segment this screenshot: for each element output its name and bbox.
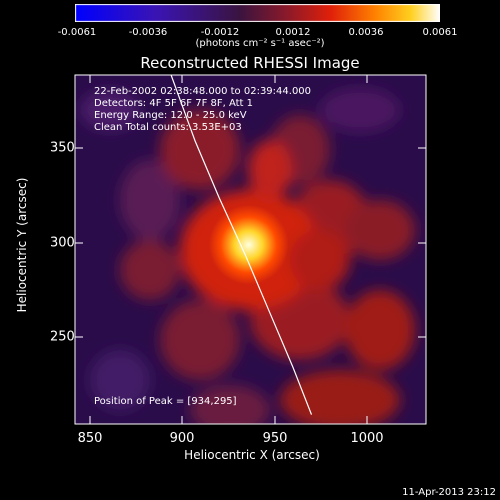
colorbar-tick: -0.0012: [200, 27, 240, 38]
colorbar-tick: -0.0036: [128, 27, 168, 38]
chart-title: Reconstructed RHESSI Image: [140, 54, 360, 72]
colorbar-tick: -0.0061: [57, 27, 97, 38]
info-detectors: Detectors: 4F 5F 6F 7F 8F, Att 1: [94, 98, 254, 109]
solar-limb-line: [170, 75, 313, 415]
peak-position-text: Position of Peak = [934,295]: [94, 396, 237, 407]
info-energy-range: Energy Range: 12.0 - 25.0 keV: [94, 110, 247, 121]
x-axis-label: Heliocentric X (arcsec): [184, 448, 320, 462]
timestamp: 11-Apr-2013 23:12: [402, 487, 496, 498]
info-total-counts: Clean Total counts: 3.53E+03: [94, 122, 242, 133]
y-tick-label: 350: [50, 140, 75, 156]
axis-ticks: [75, 75, 426, 424]
colorbar: [75, 4, 440, 22]
x-tick-label: 950: [262, 431, 288, 446]
colorbar-tick: 0.0061: [422, 27, 458, 38]
peak-emission: [208, 204, 289, 285]
colorbar-units: (photons cm⁻² s⁻¹ asec⁻²): [195, 38, 325, 49]
plot-frame: [74, 74, 427, 425]
emission-blobs: [80, 88, 415, 424]
colorbar-tick: 0.0012: [275, 27, 311, 38]
y-tick-label: 250: [50, 329, 75, 345]
info-time-range: 22-Feb-2002 02:38:48.000 to 02:39:44.000: [94, 86, 312, 97]
colorbar-tick: 0.0036: [348, 27, 384, 38]
y-axis-label: Heliocentric Y (arcsec): [15, 177, 29, 313]
x-tick-label: 900: [169, 431, 195, 446]
x-tick-label: 1000: [350, 431, 384, 446]
x-tick-label: 850: [77, 431, 103, 446]
y-tick-label: 300: [50, 235, 75, 251]
